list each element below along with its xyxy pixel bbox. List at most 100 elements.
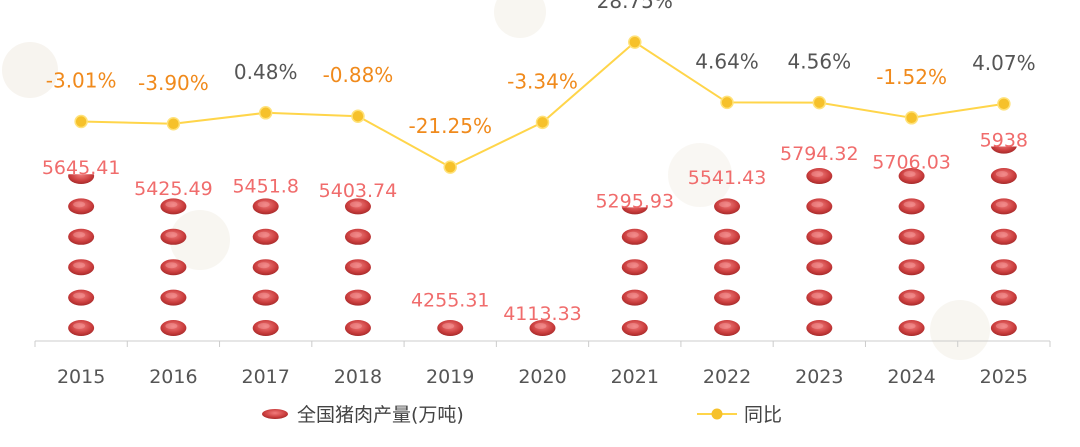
- yoy-marker-2024: [904, 111, 919, 125]
- bar-slice-highlight: [257, 323, 270, 329]
- bar-slice: [806, 320, 833, 336]
- bar-slice: [252, 198, 279, 215]
- bar-slice-highlight: [719, 323, 732, 329]
- x-axis: 2015 2016 2017 2018 2019 2020 2021 2022 2023 2024…: [34, 340, 1051, 388]
- bar-slice-highlight: [349, 201, 362, 208]
- bar-slice-highlight: [719, 201, 732, 208]
- bar-slice-highlight: [811, 171, 824, 177]
- bar-value-label-2022: 5541.43: [688, 167, 767, 189]
- bar-slice: [806, 228, 833, 245]
- x-tick-label-2019: 2019: [426, 366, 474, 388]
- bar-2025: [990, 146, 1017, 336]
- bar-slice-highlight: [903, 292, 916, 299]
- bar-value-label-2024: 5706.03: [872, 151, 951, 173]
- bar-slice: [621, 259, 648, 276]
- bar-slice: [344, 289, 371, 306]
- yoy-marker-2021: [628, 35, 642, 49]
- bar-2017: [252, 198, 279, 336]
- bar-slice-highlight: [903, 262, 916, 269]
- bar-slice: [990, 146, 1017, 154]
- bar-slice-highlight: [257, 262, 270, 269]
- bar-slice: [344, 320, 371, 336]
- bar-value-label-2023: 5794.32: [780, 143, 859, 165]
- bar-value-label-2025: 5938: [980, 129, 1028, 151]
- x-tick-label-2018: 2018: [334, 366, 382, 388]
- bar-slice: [68, 198, 95, 215]
- bar-slice-highlight: [995, 201, 1008, 208]
- bar-slice: [68, 259, 95, 276]
- x-tick-label-2017: 2017: [242, 366, 290, 388]
- bar-value-label-2020: 4113.33: [503, 303, 582, 325]
- yoy-label-2021: 28.75%: [597, 0, 673, 13]
- bar-slice: [621, 320, 648, 336]
- yoy-label-2018: -0.88%: [323, 63, 394, 87]
- bar-slice-highlight: [903, 201, 916, 208]
- bar-slice-highlight: [995, 171, 1008, 177]
- x-tick-label-2022: 2022: [703, 366, 751, 388]
- bar-slice: [68, 228, 95, 245]
- bar-slice: [68, 174, 95, 184]
- bar-2024: [898, 168, 925, 336]
- bar-slice-highlight: [165, 201, 178, 208]
- bar-slice: [990, 168, 1017, 184]
- bar-slice: [252, 289, 279, 306]
- bar-slice: [252, 259, 279, 276]
- bar-slice-highlight: [73, 323, 86, 329]
- bar-slice: [990, 259, 1017, 276]
- bar-slice: [621, 228, 648, 245]
- bar-slice-highlight: [257, 231, 270, 238]
- yoy-label-2019: -21.25%: [408, 114, 491, 138]
- bar-slice: [714, 259, 741, 276]
- yoy-label-2025: 4.07%: [972, 51, 1036, 75]
- production-bars: [68, 146, 1017, 336]
- yoy-marker-2017: [258, 106, 273, 120]
- bar-slice: [990, 320, 1017, 336]
- bar-slice: [898, 259, 925, 276]
- legend-meat-icon: [262, 409, 288, 419]
- bar-slice: [990, 228, 1017, 245]
- bar-slice: [806, 289, 833, 306]
- data-labels: 5645.41 5425.49 5451.8 5403.74 4255.31 4113.3…: [42, 0, 1036, 325]
- bar-slice: [806, 168, 833, 184]
- yoy-marker-2015: [74, 114, 88, 129]
- bar-2022: [714, 198, 741, 336]
- bar-slice-highlight: [811, 323, 824, 329]
- bar-value-label-2019: 4255.31: [411, 289, 490, 311]
- x-tick-label-2020: 2020: [518, 366, 566, 388]
- bar-slice: [437, 320, 464, 336]
- x-tick-label-2025: 2025: [980, 366, 1028, 388]
- yoy-label-2024: -1.52%: [876, 65, 947, 89]
- bar-slice-highlight: [73, 201, 86, 208]
- legend-item-production[interactable]: 全国猪肉产量(万吨): [262, 404, 464, 426]
- bar-slice-highlight: [995, 262, 1008, 269]
- bar-slice-highlight: [903, 323, 916, 329]
- yoy-marker-2023: [812, 95, 827, 110]
- bar-slice: [990, 289, 1017, 306]
- yoy-label-2017: 0.48%: [234, 60, 298, 84]
- bar-slice-highlight: [257, 292, 270, 299]
- bar-slice-highlight: [719, 292, 732, 299]
- bar-2018: [344, 198, 371, 336]
- bar-slice-highlight: [534, 323, 547, 329]
- bar-slice: [898, 168, 925, 184]
- bar-slice-highlight: [349, 231, 362, 238]
- bar-slice-highlight: [349, 323, 362, 329]
- bar-slice-highlight: [811, 231, 824, 238]
- bar-slice: [344, 198, 371, 215]
- bar-slice: [714, 320, 741, 336]
- x-tick-label-2023: 2023: [795, 366, 843, 388]
- yoy-label-2023: 4.56%: [788, 50, 852, 74]
- yoy-line: [74, 35, 1011, 174]
- bar-slice: [252, 228, 279, 245]
- bar-2021: [621, 207, 648, 336]
- yoy-marker-2019: [443, 160, 457, 174]
- legend-item-yoy[interactable]: 同比: [697, 404, 782, 426]
- bar-value-label-2017: 5451.8: [232, 176, 298, 198]
- legend-label-production: 全国猪肉产量(万吨): [297, 404, 464, 426]
- bar-slice-highlight: [165, 292, 178, 299]
- yoy-line-path: [81, 40, 1005, 169]
- bar-slice: [898, 198, 925, 215]
- legend-label-yoy: 同比: [744, 404, 782, 426]
- bar-slice: [68, 289, 95, 306]
- bar-slice: [898, 320, 925, 336]
